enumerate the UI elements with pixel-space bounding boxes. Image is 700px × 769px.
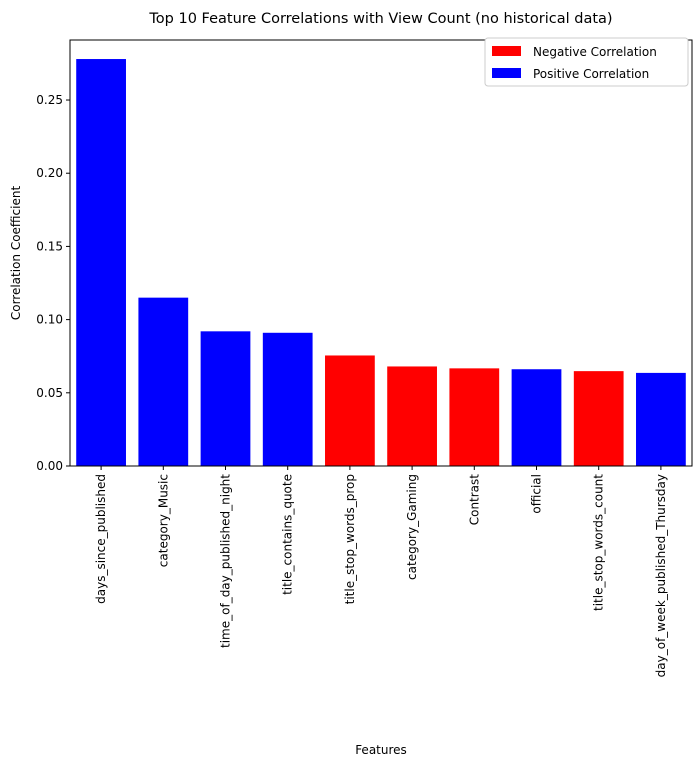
bar-title_contains_quote xyxy=(262,332,313,466)
x-tick-label: title_stop_words_count xyxy=(592,474,606,611)
x-tick-label: time_of_day_published_night xyxy=(219,474,233,648)
bar-Contrast xyxy=(449,368,500,466)
y-tick-label: 0.15 xyxy=(36,239,63,253)
x-tick-label: days_since_published xyxy=(94,474,108,604)
legend-label: Positive Correlation xyxy=(533,67,649,81)
x-tick-label: category_Gaming xyxy=(405,474,419,580)
bar-category_Gaming xyxy=(387,366,437,466)
bar-category_Music xyxy=(138,297,189,466)
y-tick-label: 0.05 xyxy=(36,386,63,400)
y-tick-label: 0.25 xyxy=(36,93,63,107)
bar-title_stop_words_prop xyxy=(325,355,375,466)
legend: Negative Correlation Positive Correlation xyxy=(484,37,689,87)
y-tick-label: 0.00 xyxy=(36,459,63,473)
legend-swatch xyxy=(492,46,521,56)
x-tick-label: Contrast xyxy=(467,474,481,526)
bar-official xyxy=(511,369,562,466)
plot-frame xyxy=(69,39,693,467)
y-tick-label: 0.20 xyxy=(36,166,63,180)
y-tick-label: 0.10 xyxy=(36,313,63,327)
legend-label: Negative Correlation xyxy=(533,45,657,59)
legend-swatch xyxy=(492,68,521,78)
chart-title: Top 10 Feature Correlations with View Co… xyxy=(148,11,612,27)
x-tick-label: official xyxy=(530,474,544,514)
legend-box xyxy=(484,37,689,87)
bar-title_stop_words_count xyxy=(573,371,624,466)
y-axis-label: Correlation Coefficient xyxy=(9,186,23,321)
x-tick-label: category_Music xyxy=(156,474,170,567)
x-axis-label: Features xyxy=(355,743,407,757)
x-tick-label: day_of_week_published_Thursday xyxy=(654,474,668,677)
x-tick-label: title_stop_words_prop xyxy=(343,474,357,604)
bar-day_of_week_published_Thursday xyxy=(636,372,686,466)
bar-time_of_day_published_night xyxy=(200,331,251,466)
bar-days_since_published xyxy=(76,59,126,466)
x-tick-label: title_contains_quote xyxy=(281,474,295,595)
